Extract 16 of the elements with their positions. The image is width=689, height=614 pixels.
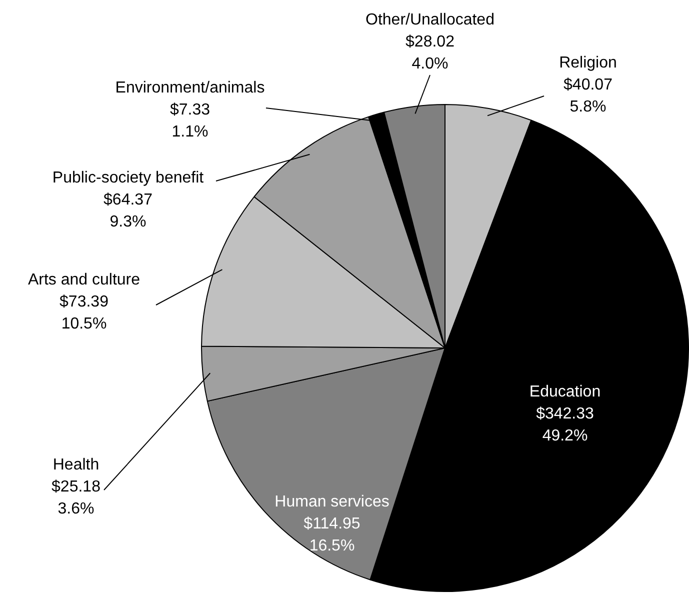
slice-label: Public-society benefit <box>52 169 204 186</box>
slice-label: Other/Unallocated <box>366 11 494 28</box>
slice-label: Human services <box>274 493 390 510</box>
data-label: $25.18 3.6% <box>52 478 101 518</box>
data-label: $73.39 10.5% <box>60 293 109 332</box>
data-label: $28.02 4.0% <box>406 33 455 72</box>
data-label: $114.95 16.5% <box>304 515 360 554</box>
slice-label: Religion <box>559 54 617 72</box>
slice-label: Education <box>529 383 601 400</box>
slice-label: Health <box>52 456 100 474</box>
data-label: $342.33 49.2% <box>536 405 594 444</box>
slice-label: Environment/animals <box>115 79 265 96</box>
legend-label: Arts and culture <box>28 271 140 288</box>
data-label: $64.37 9.3% <box>104 191 153 230</box>
data-label: $40.07 5.8% <box>564 76 613 116</box>
data-label: $7.33 1.1% <box>170 101 210 140</box>
